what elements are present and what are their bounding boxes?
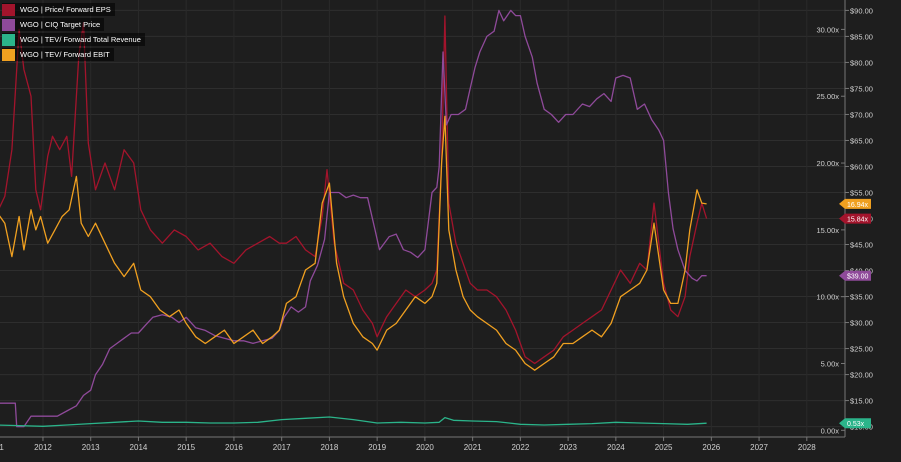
series-line-2 (0, 416, 707, 427)
legend-swatch (2, 48, 15, 61)
left-tick-label: 15.00x (816, 226, 839, 235)
legend-item-1[interactable]: WGO | CIQ Target Price (2, 18, 105, 31)
end-label-text: $39.00 (847, 274, 869, 281)
x-tick-label: 2015 (177, 443, 195, 452)
end-label-flag (839, 418, 871, 429)
x-tick-label: 2011 (0, 443, 4, 452)
x-tick-label: 2028 (798, 443, 816, 452)
x-tick-label: 2023 (559, 443, 577, 452)
x-tick-label: 2020 (416, 443, 434, 452)
x-tick-label: 2021 (464, 443, 482, 452)
right-tick-label: $25.00 (850, 345, 873, 354)
legend: WGO | Price/ Forward EPS WGO | CIQ Target… (2, 3, 145, 63)
left-tick-label: 5.00x (821, 359, 840, 368)
x-tick-label: 2016 (225, 443, 243, 452)
x-tick-label: 2025 (655, 443, 673, 452)
end-label-1: $39.00 (839, 270, 871, 281)
right-tick-label: $20.00 (850, 371, 873, 380)
x-tick-label: 2027 (750, 443, 768, 452)
x-tick-label: 2018 (321, 443, 339, 452)
end-label-2: 0.53x (839, 418, 871, 429)
left-tick-label: 30.00x (816, 25, 839, 34)
right-tick-label: $60.00 (850, 162, 873, 171)
x-tick-label: 2019 (368, 443, 386, 452)
legend-label: WGO | TEV/ Forward EBIT (20, 50, 110, 59)
end-label-flag (839, 213, 871, 224)
legend-item-0[interactable]: WGO | Price/ Forward EPS (2, 3, 115, 16)
right-tick-label: $90.00 (850, 6, 873, 15)
legend-label: WGO | Price/ Forward EPS (20, 5, 111, 14)
right-tick-label: $70.00 (850, 110, 873, 119)
right-tick-label: $30.00 (850, 319, 873, 328)
end-labels: 15.84x $39.00 0.53x 16.94x (839, 198, 871, 429)
end-label-3: 16.94x (839, 198, 871, 209)
series-line-0 (0, 15, 708, 365)
right-tick-label: $85.00 (850, 32, 873, 41)
x-tick-label: 2024 (607, 443, 625, 452)
x-tick-label: 2014 (130, 443, 148, 452)
legend-item-3[interactable]: WGO | TEV/ Forward EBIT (2, 48, 114, 61)
series-lines (0, 9, 708, 428)
series-line-3 (0, 115, 707, 371)
right-tick-label: $35.00 (850, 293, 873, 302)
end-label-flag (839, 270, 871, 281)
right-tick-label: $80.00 (850, 58, 873, 67)
right-tick-label: $55.00 (850, 188, 873, 197)
end-label-0: 15.84x (839, 213, 871, 224)
end-label-text: 0.53x (847, 421, 865, 428)
series-line-1 (0, 9, 707, 428)
x-tick-label: 2017 (273, 443, 291, 452)
end-label-text: 16.94x (847, 202, 869, 209)
x-axis: 2011 2012 2013 2014 2015 2016 2017 2018 2019 2020… (0, 436, 845, 452)
legend-label: WGO | TEV/ Forward Total Revenue (20, 35, 141, 44)
legend-item-2[interactable]: WGO | TEV/ Forward Total Revenue (2, 33, 145, 46)
legend-swatch (2, 33, 15, 46)
x-tick-label: 2013 (82, 443, 100, 452)
right-tick-label: $75.00 (850, 84, 873, 93)
left-tick-label: 20.00x (816, 159, 839, 168)
legend-label: WGO | CIQ Target Price (20, 20, 101, 29)
legend-swatch (2, 18, 15, 31)
right-tick-label: $15.00 (850, 397, 873, 406)
left-tick-label: 10.00x (816, 293, 839, 302)
left-tick-label: 25.00x (816, 92, 839, 101)
grid (0, 0, 845, 437)
end-label-text: 15.84x (847, 217, 869, 224)
left-tick-label: 0.00x (821, 426, 840, 435)
x-tick-label: 2012 (34, 443, 52, 452)
right-tick-label: $65.00 (850, 136, 873, 145)
legend-swatch (2, 3, 15, 16)
end-label-flag (839, 198, 871, 209)
x-tick-label: 2026 (702, 443, 720, 452)
right-tick-label: $45.00 (850, 241, 873, 250)
left-axis: 0.00x 5.00x 10.00x 15.00x 20.00x 25.00x 30.00x (816, 25, 845, 435)
x-tick-label: 2022 (511, 443, 529, 452)
